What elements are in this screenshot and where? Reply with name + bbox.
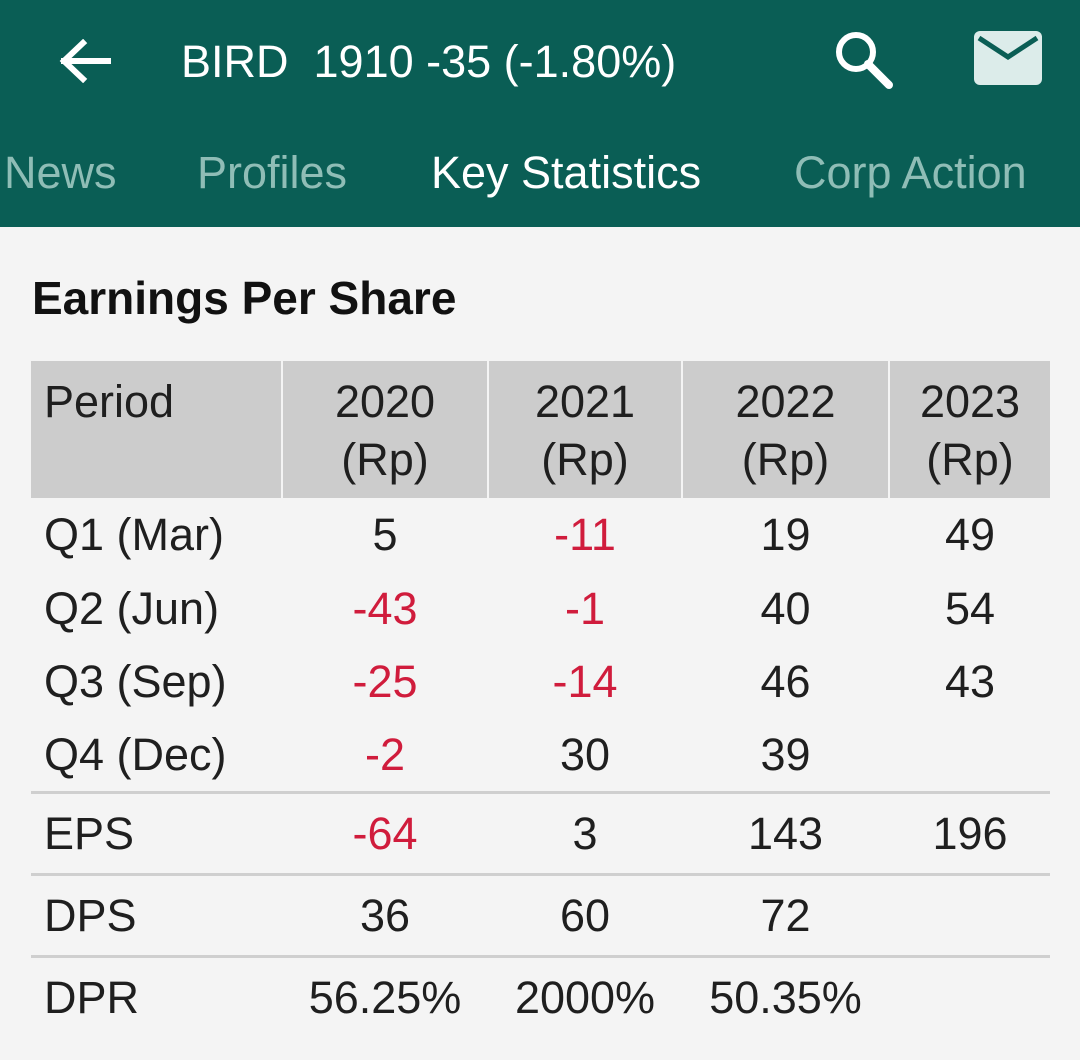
value-cell: -11 xyxy=(554,509,616,560)
header-year: 2022 xyxy=(735,376,836,427)
row-label: Q3 (Sep) xyxy=(44,655,227,707)
value-cell: 30 xyxy=(559,728,611,780)
table-row: Q4 (Dec) -2 30 39 xyxy=(31,718,1050,791)
value-cell: 19 xyxy=(760,509,811,560)
mail-icon xyxy=(974,31,1042,85)
table-row: EPS -64 3 143 196 xyxy=(31,794,1050,873)
value-cell xyxy=(890,876,1050,955)
eps-table: Period 2020 (Rp) 2021 (Rp) 2022 (Rp) 202… xyxy=(31,361,1050,1023)
row-divider xyxy=(31,791,1050,794)
value-cell: 5 xyxy=(372,509,398,560)
header-unit: (Rp) xyxy=(741,434,830,485)
value-cell: -64 xyxy=(352,807,418,859)
page-title: BIRD 1910 -35 (-1.80%) xyxy=(181,36,677,87)
value-cell: 39 xyxy=(760,728,811,780)
value-cell: 196 xyxy=(932,807,1008,859)
value-cell: 72 xyxy=(760,889,811,941)
table-header: Period 2020 (Rp) 2021 (Rp) 2022 (Rp) 202… xyxy=(31,361,1050,498)
header-period-label: Period xyxy=(44,376,175,427)
header-year: 2023 xyxy=(919,376,1021,427)
tab-profiles[interactable]: Profiles xyxy=(197,147,348,198)
value-cell: 46 xyxy=(760,655,811,707)
row-label: Q2 (Jun) xyxy=(44,582,220,634)
row-label: Q4 (Dec) xyxy=(44,728,227,780)
section-title: Earnings Per Share xyxy=(32,272,457,324)
table-row: DPR 56.25% 2000% 50.35% xyxy=(31,958,1050,1038)
table-row: DPS 36 60 72 xyxy=(31,876,1050,955)
value-cell: 2000% xyxy=(514,972,656,1023)
row-label: DPR xyxy=(44,972,140,1023)
value-cell: 54 xyxy=(944,582,996,634)
value-cell xyxy=(890,958,1050,1038)
tab-news[interactable]: News xyxy=(4,147,117,198)
search-button[interactable] xyxy=(830,28,896,90)
header-2020: 2020 (Rp) xyxy=(283,361,487,498)
header-year: 2021 xyxy=(534,376,636,427)
table-row: Q2 (Jun) -43 -1 40 54 xyxy=(31,572,1050,645)
search-icon xyxy=(836,32,893,89)
value-cell: -14 xyxy=(552,655,618,707)
header-unit: (Rp) xyxy=(541,434,629,485)
arrow-left-icon xyxy=(59,39,111,83)
header-year: 2020 xyxy=(334,376,436,427)
value-cell xyxy=(890,718,1050,791)
tab-corp-action[interactable]: Corp Action xyxy=(794,147,1027,198)
app-bar: BIRD 1910 -35 (-1.80%) News Profiles Key… xyxy=(0,0,1080,227)
header-2023: 2023 (Rp) xyxy=(890,361,1050,498)
mail-button[interactable] xyxy=(973,30,1043,86)
row-label: DPS xyxy=(44,889,137,941)
header-unit: (Rp) xyxy=(341,434,429,485)
row-label: Q1 (Mar) xyxy=(44,509,224,560)
value-cell: 143 xyxy=(747,807,824,859)
header-2022: 2022 (Rp) xyxy=(683,361,888,498)
value-cell: 3 xyxy=(572,807,598,859)
header-2021: 2021 (Rp) xyxy=(489,361,681,498)
value-cell: 43 xyxy=(944,655,996,707)
value-cell: -1 xyxy=(564,582,605,634)
value-cell: 36 xyxy=(359,889,411,941)
tab-key-statistics[interactable]: Key Statistics xyxy=(431,147,702,198)
value-cell: 40 xyxy=(760,582,811,634)
row-divider xyxy=(31,873,1050,876)
tab-bar: News Profiles Key Statistics Corp Action xyxy=(0,140,1080,206)
table-row: Q1 (Mar) 5 -11 19 49 xyxy=(31,498,1050,572)
row-label: EPS xyxy=(44,807,135,859)
value-cell: 56.25% xyxy=(308,972,462,1023)
value-cell: 60 xyxy=(559,889,611,941)
value-cell: 50.35% xyxy=(709,972,862,1023)
value-cell: -2 xyxy=(364,728,405,780)
back-button[interactable] xyxy=(56,36,114,86)
row-divider xyxy=(31,955,1050,958)
table-row: Q3 (Sep) -25 -14 46 43 xyxy=(31,645,1050,718)
value-cell: 49 xyxy=(944,509,996,560)
header-unit: (Rp) xyxy=(926,434,1014,485)
header-period: Period xyxy=(31,361,281,498)
value-cell: -25 xyxy=(352,655,418,707)
value-cell: -43 xyxy=(352,582,418,634)
